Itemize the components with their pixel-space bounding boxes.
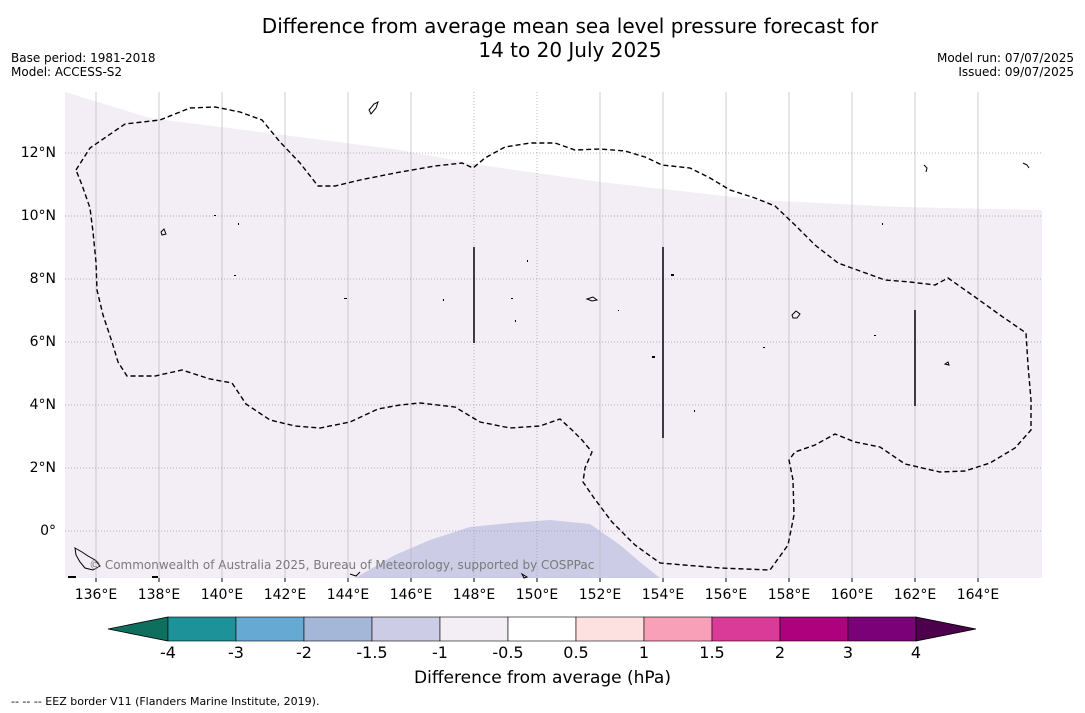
x-tick-label: 160°E [830,587,874,603]
gridlines [65,92,1042,578]
colorbar-bin [303,616,373,642]
colorbar-bin [507,616,577,642]
islet [874,335,876,336]
y-tick-label: 2°N [29,460,56,476]
islet [511,298,513,299]
colorbar-label: -0.5 [492,643,524,662]
eez-border [75,106,1032,571]
colorbar-label: -1 [432,643,448,662]
copyright-credit: © Commonwealth of Australia 2025, Bureau… [89,558,595,572]
colorbar-title: Difference from average (hPa) [414,668,671,688]
issued-label: Issued: 09/07/2025 [958,65,1074,79]
islet [344,298,347,299]
y-tick-label: 4°N [29,397,56,413]
x-tick-label: 140°E [200,587,244,603]
x-tick-label: 150°E [515,587,559,603]
x-tick-label: 136°E [74,587,118,603]
colorbar-bin [575,616,645,642]
island-bottom-left [349,571,361,577]
colorbar-bin [439,616,509,642]
x-tick-marks [95,578,979,582]
colorbar-label: 1 [638,643,650,662]
islet [882,223,883,225]
x-tick-label: 156°E [704,587,748,603]
colorbar-label: -4 [160,643,176,662]
colorbar-bin [235,616,305,642]
colorbar-label: 0.5 [563,643,589,662]
anomaly-field-negative [355,520,660,578]
colorbar-bin [643,616,713,642]
colorbar-bin [847,616,917,642]
island-nw-pacific [1022,162,1030,169]
x-tick-label: 146°E [389,587,433,603]
x-tick-label: 138°E [137,587,181,603]
islet [214,215,216,216]
island-yap [160,228,167,236]
map-title-line2: 14 to 20 July 2025 [478,38,662,62]
islet [152,576,158,578]
y-tick-label: 8°N [29,271,56,287]
meta-left: Base period: 1981-2018 Model: ACCESS-S2 [11,51,156,79]
islet [527,260,528,262]
x-tick-label: 148°E [452,587,496,603]
colorbar [107,616,977,642]
islet [652,356,655,358]
y-tick-label: 10°N [20,208,56,224]
islet [443,299,444,301]
islet [671,274,674,276]
islet [68,576,76,578]
x-tick-label: 162°E [893,587,937,603]
meta-right: Model run: 07/07/2025 Issued: 09/07/2025 [937,51,1074,79]
eez-footnote: -- -- -- EEZ border V11 (Flanders Marine… [11,695,320,708]
map-title: Difference from average mean sea level p… [0,14,1085,62]
colorbar-label: -2 [296,643,312,662]
island-bottom-small [520,572,529,579]
colorbar-label: -1.5 [356,643,388,662]
colorbar-bin [711,616,781,642]
islet [238,223,239,225]
islet [763,347,765,348]
islet [515,320,516,322]
x-tick-label: 154°E [641,587,685,603]
colorbar-bin [371,616,441,642]
colorbar-label: 4 [910,643,922,662]
colorbar-bin [167,616,237,642]
island-png-coast [74,547,101,571]
eez-vertical-segments [473,247,916,438]
x-tick-label: 144°E [326,587,370,603]
x-tick-label: 142°E [263,587,307,603]
y-tick-label: 12°N [20,145,56,161]
islands [74,101,1030,579]
island-ne-small [923,164,928,173]
islet [234,275,236,276]
x-tick-label: 164°E [956,587,1000,603]
model-label: Model: ACCESS-S2 [11,65,123,79]
x-tick-label: 158°E [767,587,811,603]
island-kosrae [943,361,950,366]
colorbar-label: 1.5 [699,643,725,662]
colorbar-under-arrow [107,616,169,642]
base-period-label: Base period: 1981-2018 [11,51,156,65]
anomaly-field-light [65,92,1042,578]
colorbar-over-arrow [915,616,977,642]
island-guam [368,101,379,115]
island-chuuk [585,296,599,302]
colorbar-label: 3 [842,643,854,662]
y-tick-label: 0° [40,523,56,539]
x-tick-label: 152°E [578,587,622,603]
colorbar-label: 2 [774,643,786,662]
colorbar-label: -3 [228,643,244,662]
tiny-islets [68,215,883,578]
y-tick-label: 6°N [29,334,56,350]
map-title-line1: Difference from average mean sea level p… [261,14,879,38]
colorbar-bin [779,616,849,642]
islet [694,410,695,412]
islet [618,310,619,311]
model-run-label: Model run: 07/07/2025 [936,51,1074,65]
island-pohnpei [791,310,801,319]
